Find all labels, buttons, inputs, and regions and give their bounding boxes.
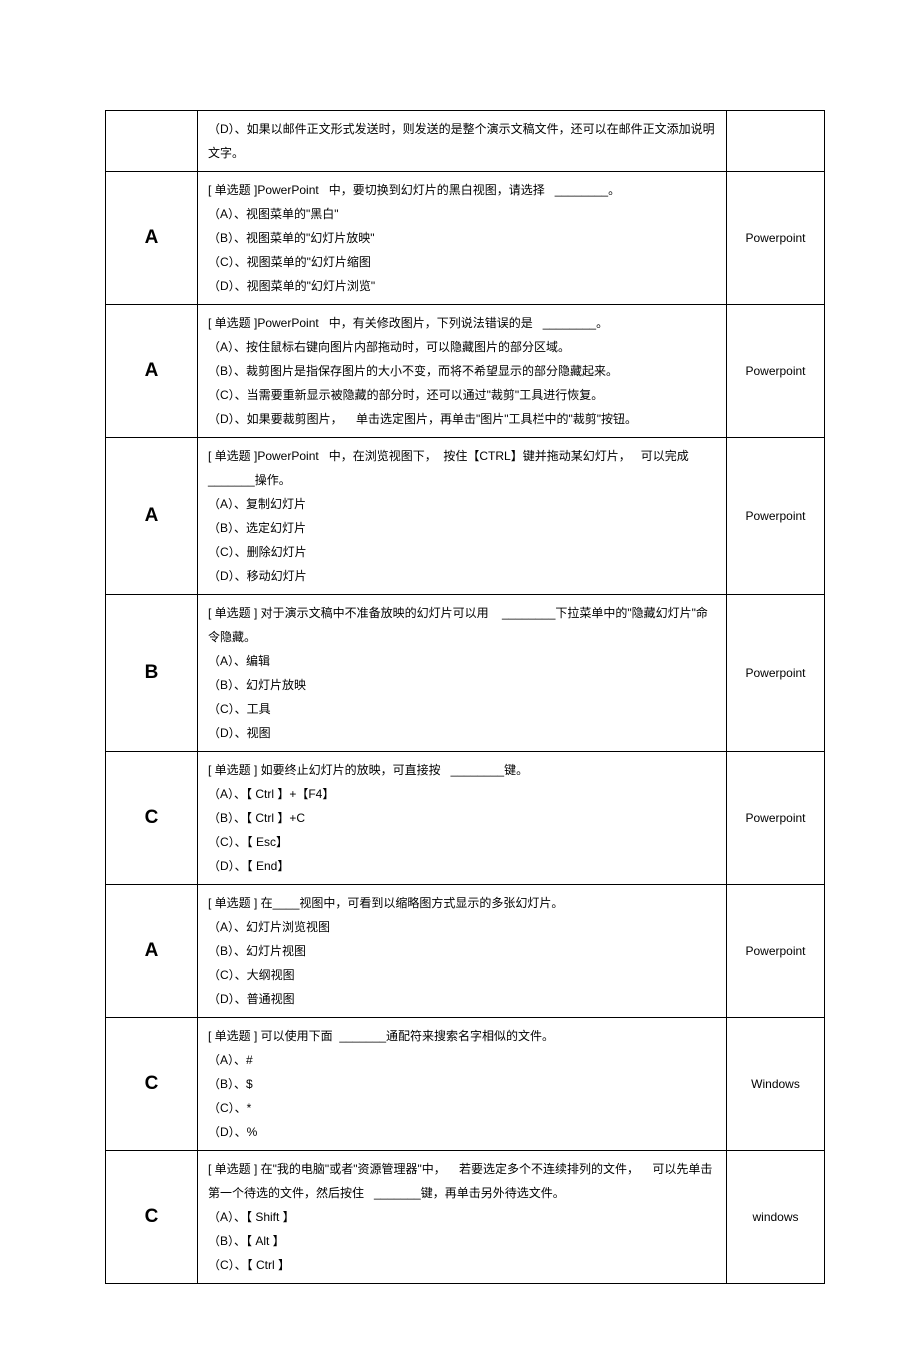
- answer-cell: C: [106, 1018, 198, 1151]
- answer-cell: C: [106, 752, 198, 885]
- question-line: （B）、裁剪图片是指保存图片的大小不变，而将不希望显示的部分隐藏起来。: [208, 359, 716, 383]
- question-cell: [ 单选题 ]PowerPoint 中，有关修改图片，下列说法错误的是 ____…: [198, 305, 727, 438]
- question-line: （B）、$: [208, 1072, 716, 1096]
- question-line: （D）、普通视图: [208, 987, 716, 1011]
- question-line: [ 单选题 ]PowerPoint 中，要切换到幻灯片的黑白视图，请选择 ___…: [208, 178, 716, 202]
- question-line: [ 单选题 ] 在"我的电脑"或者"资源管理器"中， 若要选定多个不连续排列的文…: [208, 1157, 716, 1205]
- answer-cell: A: [106, 305, 198, 438]
- question-cell: [ 单选题 ]PowerPoint 中，在浏览视图下， 按住【CTRL】键并拖动…: [198, 438, 727, 595]
- question-line: （D）、%: [208, 1120, 716, 1144]
- question-cell: [ 单选题 ]PowerPoint 中，要切换到幻灯片的黑白视图，请选择 ___…: [198, 172, 727, 305]
- category-cell: Powerpoint: [727, 595, 825, 752]
- table-row: A [ 单选题 ]PowerPoint 中，有关修改图片，下列说法错误的是 ___…: [106, 305, 825, 438]
- question-line: （A）、【 Shift 】: [208, 1205, 716, 1229]
- question-line: （B）、【 Alt 】: [208, 1229, 716, 1253]
- table-row: B[ 单选题 ] 对于演示文稿中不准备放映的幻灯片可以用 ________下拉菜…: [106, 595, 825, 752]
- question-line: （C）、大纲视图: [208, 963, 716, 987]
- question-line: （C）、视图菜单的"幻灯片缩图: [208, 250, 716, 274]
- category-cell: Powerpoint: [727, 885, 825, 1018]
- answer-cell: C: [106, 1151, 198, 1284]
- table-row: C[ 单选题 ] 在"我的电脑"或者"资源管理器"中， 若要选定多个不连续排列的…: [106, 1151, 825, 1284]
- answer-cell: A: [106, 885, 198, 1018]
- question-line: （D）、如果以邮件正文形式发送时，则发送的是整个演示文稿文件，还可以在邮件正文添…: [208, 117, 716, 165]
- question-line: （B）、幻灯片放映: [208, 673, 716, 697]
- page: （D）、如果以邮件正文形式发送时，则发送的是整个演示文稿文件，还可以在邮件正文添…: [0, 0, 920, 1364]
- question-cell: [ 单选题 ] 在____视图中，可看到以缩略图方式显示的多张幻灯片。（A）、幻…: [198, 885, 727, 1018]
- question-line: （B）、视图菜单的"幻灯片放映": [208, 226, 716, 250]
- question-line: [ 单选题 ] 可以使用下面 _______通配符来搜索名字相似的文件。: [208, 1024, 716, 1048]
- category-cell: Powerpoint: [727, 305, 825, 438]
- table-row: （D）、如果以邮件正文形式发送时，则发送的是整个演示文稿文件，还可以在邮件正文添…: [106, 111, 825, 172]
- table-body: （D）、如果以邮件正文形式发送时，则发送的是整个演示文稿文件，还可以在邮件正文添…: [106, 111, 825, 1284]
- question-line: （C）、*: [208, 1096, 716, 1120]
- question-cell: （D）、如果以邮件正文形式发送时，则发送的是整个演示文稿文件，还可以在邮件正文添…: [198, 111, 727, 172]
- question-line: （D）、【 End】: [208, 854, 716, 878]
- question-line: （C）、删除幻灯片: [208, 540, 716, 564]
- question-line: （D）、视图: [208, 721, 716, 745]
- question-line: （A）、按住鼠标右键向图片内部拖动时，可以隐藏图片的部分区域。: [208, 335, 716, 359]
- question-cell: [ 单选题 ] 在"我的电脑"或者"资源管理器"中， 若要选定多个不连续排列的文…: [198, 1151, 727, 1284]
- table-row: C[ 单选题 ] 可以使用下面 _______通配符来搜索名字相似的文件。（A）…: [106, 1018, 825, 1151]
- question-line: （B）、【 Ctrl 】+C: [208, 806, 716, 830]
- question-line: （D）、视图菜单的"幻灯片浏览": [208, 274, 716, 298]
- table-row: A[ 单选题 ]PowerPoint 中，在浏览视图下， 按住【CTRL】键并拖…: [106, 438, 825, 595]
- question-cell: [ 单选题 ] 如要终止幻灯片的放映，可直接按 ________键。（A）、【 …: [198, 752, 727, 885]
- category-cell: Powerpoint: [727, 752, 825, 885]
- question-line: [ 单选题 ] 如要终止幻灯片的放映，可直接按 ________键。: [208, 758, 716, 782]
- question-line: （C）、当需要重新显示被隐藏的部分时，还可以通过"裁剪"工具进行恢复。: [208, 383, 716, 407]
- answer-cell: B: [106, 595, 198, 752]
- question-line: [ 单选题 ]PowerPoint 中，在浏览视图下， 按住【CTRL】键并拖动…: [208, 444, 716, 492]
- question-table: （D）、如果以邮件正文形式发送时，则发送的是整个演示文稿文件，还可以在邮件正文添…: [105, 110, 825, 1284]
- question-line: （B）、选定幻灯片: [208, 516, 716, 540]
- question-line: （A）、编辑: [208, 649, 716, 673]
- question-line: （D）、移动幻灯片: [208, 564, 716, 588]
- question-line: （D）、如果要裁剪图片， 单击选定图片，再单击"图片"工具栏中的"裁剪"按钮。: [208, 407, 716, 431]
- category-cell: Powerpoint: [727, 438, 825, 595]
- question-line: [ 单选题 ] 在____视图中，可看到以缩略图方式显示的多张幻灯片。: [208, 891, 716, 915]
- question-cell: [ 单选题 ] 对于演示文稿中不准备放映的幻灯片可以用 ________下拉菜单…: [198, 595, 727, 752]
- question-line: （B）、幻灯片视图: [208, 939, 716, 963]
- answer-cell: A: [106, 438, 198, 595]
- category-cell: Windows: [727, 1018, 825, 1151]
- table-row: A[ 单选题 ] 在____视图中，可看到以缩略图方式显示的多张幻灯片。（A）、…: [106, 885, 825, 1018]
- question-line: （A）、【 Ctrl 】+【F4】: [208, 782, 716, 806]
- category-cell: [727, 111, 825, 172]
- category-cell: windows: [727, 1151, 825, 1284]
- table-row: A [ 单选题 ]PowerPoint 中，要切换到幻灯片的黑白视图，请选择 __…: [106, 172, 825, 305]
- question-line: （A）、复制幻灯片: [208, 492, 716, 516]
- question-line: [ 单选题 ]PowerPoint 中，有关修改图片，下列说法错误的是 ____…: [208, 311, 716, 335]
- table-row: C[ 单选题 ] 如要终止幻灯片的放映，可直接按 ________键。（A）、【…: [106, 752, 825, 885]
- answer-cell: A: [106, 172, 198, 305]
- question-line: （A）、#: [208, 1048, 716, 1072]
- question-line: （A）、视图菜单的"黑白": [208, 202, 716, 226]
- category-cell: Powerpoint: [727, 172, 825, 305]
- answer-cell: [106, 111, 198, 172]
- question-cell: [ 单选题 ] 可以使用下面 _______通配符来搜索名字相似的文件。（A）、…: [198, 1018, 727, 1151]
- question-line: （C）、工具: [208, 697, 716, 721]
- question-line: （C）、【 Ctrl 】: [208, 1253, 716, 1277]
- question-line: [ 单选题 ] 对于演示文稿中不准备放映的幻灯片可以用 ________下拉菜单…: [208, 601, 716, 649]
- question-line: （C）、【 Esc】: [208, 830, 716, 854]
- question-line: （A）、幻灯片浏览视图: [208, 915, 716, 939]
